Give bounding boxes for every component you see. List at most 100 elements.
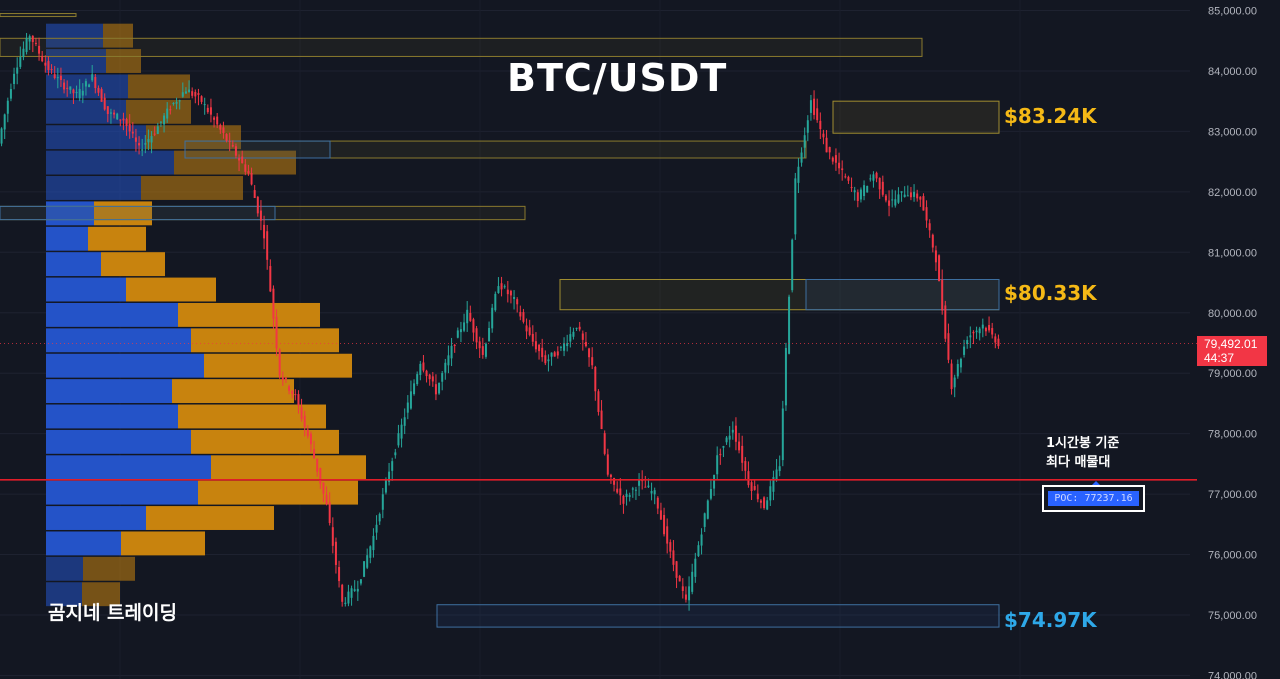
candle-body: [166, 108, 169, 119]
chart-title: BTC/USDT: [507, 56, 728, 100]
volume-profile-buy: [46, 582, 82, 607]
candle-body: [519, 311, 522, 317]
candle-body: [522, 312, 525, 322]
candle-body: [581, 333, 584, 340]
candle-body: [456, 330, 459, 338]
volume-profile-sell: [191, 429, 339, 454]
candle-body: [138, 143, 141, 146]
candle-body: [534, 341, 537, 350]
candle-body: [550, 352, 553, 357]
candle-body: [797, 166, 800, 183]
candle-body: [134, 137, 137, 142]
candle-body: [94, 77, 97, 89]
y-tick-label: 78,000.00: [1208, 429, 1257, 441]
candle-body: [778, 466, 781, 472]
candle-body: [513, 297, 516, 299]
candle-body: [475, 328, 478, 343]
volume-profile-sell: [83, 556, 135, 581]
candle-body: [575, 327, 578, 329]
candle-body: [116, 113, 119, 120]
y-tick-label: 75,000.00: [1208, 610, 1257, 622]
candle-body: [388, 471, 391, 482]
poc-annotation: 1시간봉 기준 최다 매물대: [1046, 434, 1119, 472]
candle-body: [853, 190, 856, 193]
zone-box: [0, 13, 77, 18]
candle-body: [203, 104, 206, 106]
candle-body: [775, 469, 778, 480]
candle-body: [759, 500, 762, 503]
candle-body: [100, 89, 103, 102]
candle-body: [484, 343, 487, 357]
candle-body: [22, 48, 25, 58]
y-tick-label: 79,000.00: [1208, 368, 1257, 380]
candle-body: [613, 478, 616, 485]
candle-body: [603, 433, 606, 454]
candle-body: [844, 176, 847, 178]
candle-body: [313, 449, 316, 459]
volume-profile-buy: [46, 429, 191, 454]
candle-body: [425, 370, 428, 377]
candle-body: [647, 485, 650, 488]
volume-profile-buy: [46, 302, 178, 327]
candle-body: [0, 128, 3, 144]
candle-body: [516, 299, 519, 305]
candle-body: [284, 377, 287, 380]
candle-body: [500, 283, 503, 290]
candle-body: [19, 56, 22, 67]
candle-body: [466, 309, 469, 324]
candle-body: [709, 489, 712, 499]
zone-box: [0, 205, 276, 221]
candle-body: [703, 513, 706, 527]
candle-body: [50, 69, 53, 71]
candle-body: [531, 333, 534, 342]
candle-body: [894, 199, 897, 206]
candle-body: [766, 500, 769, 510]
candle-body: [459, 329, 462, 333]
volume-profile-sell: [82, 582, 120, 607]
candle-body: [238, 158, 241, 161]
candle-body: [738, 441, 741, 451]
candle-body: [875, 172, 878, 179]
candle-body: [769, 486, 772, 501]
volume-profile-sell: [174, 150, 296, 175]
candle-body: [63, 82, 66, 90]
candle-body: [209, 107, 212, 115]
candle-body: [188, 89, 191, 93]
candle-body: [991, 328, 994, 335]
candle-body: [275, 316, 278, 349]
candle-body: [728, 435, 731, 440]
candle-body: [716, 455, 719, 475]
y-tick-label: 81,000.00: [1208, 247, 1257, 259]
candle-body: [909, 192, 912, 198]
candle-body: [497, 286, 500, 294]
volume-profile-buy: [46, 176, 141, 200]
candle-body: [72, 89, 75, 94]
volume-profile-buy: [46, 49, 106, 73]
candle-body: [228, 140, 231, 142]
candle-body: [731, 429, 734, 433]
candle-body: [672, 550, 675, 565]
candle-body: [872, 174, 875, 181]
candle-body: [713, 474, 716, 489]
candle-body: [878, 177, 881, 190]
candle-body: [888, 200, 891, 206]
candle-body: [422, 362, 425, 371]
candle-body: [928, 223, 931, 231]
candle-body: [931, 234, 934, 248]
y-tick-label: 77,000.00: [1208, 489, 1257, 501]
candle-body: [681, 586, 684, 591]
candle-body: [675, 561, 678, 578]
candle-body: [28, 36, 31, 42]
resistance-zone: [559, 279, 1000, 311]
candle-body: [197, 93, 200, 95]
candle-body: [925, 207, 928, 221]
candle-body: [600, 410, 603, 430]
candle-body: [594, 366, 597, 392]
candle-body: [413, 383, 416, 395]
candle-body: [219, 124, 222, 130]
candle-body: [206, 107, 209, 113]
candle-body: [278, 349, 281, 376]
volume-profile-sell: [172, 379, 294, 404]
candle-body: [922, 196, 925, 211]
